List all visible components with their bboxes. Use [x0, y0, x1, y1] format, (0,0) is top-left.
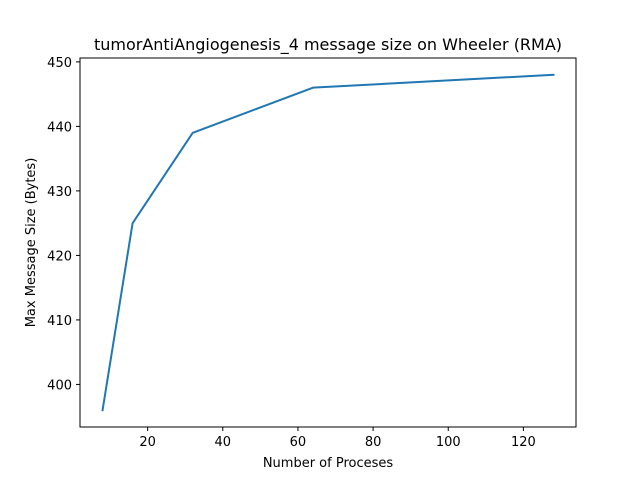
y-tick-label: 420 [47, 249, 72, 264]
plot-frame [79, 57, 577, 428]
x-tick-label: 60 [290, 435, 307, 450]
y-tick-label: 400 [47, 378, 72, 393]
x-tick-label: 80 [365, 435, 382, 450]
series-layer [101, 73, 555, 412]
chart-title: tumorAntiAngiogenesis_4 message size on … [94, 35, 562, 55]
x-axis-ticks: 20 40 60 80 100 120 [139, 427, 536, 450]
x-tick-label: 20 [139, 435, 156, 450]
series-line [101, 73, 555, 412]
y-axis-ticks: 400 410 420 430 440 450 [47, 56, 80, 393]
plot-area [80, 58, 576, 427]
y-tick-label: 430 [47, 185, 72, 200]
x-axis-label: Number of Proceses [263, 456, 394, 471]
y-tick-label: 440 [47, 120, 72, 135]
y-tick-label: 410 [47, 314, 72, 329]
x-tick-label: 120 [511, 435, 536, 450]
x-tick-label: 40 [215, 435, 232, 450]
y-axis-label: Max Message Size (Bytes) [24, 158, 39, 328]
x-tick-label: 100 [436, 435, 461, 450]
y-tick-label: 450 [47, 56, 72, 71]
